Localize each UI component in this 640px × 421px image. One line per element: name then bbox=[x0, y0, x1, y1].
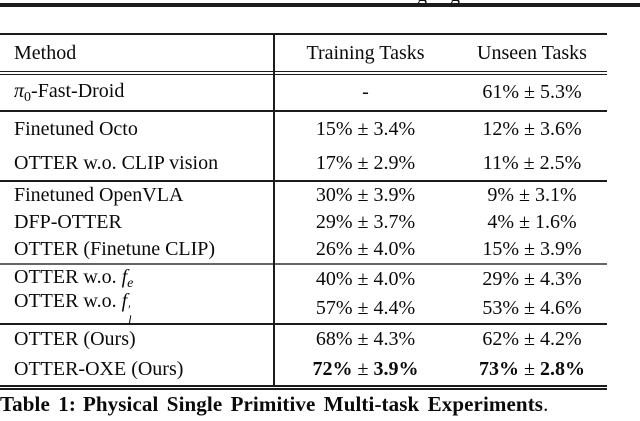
method-text-segment: OTTER w.o. CLIP vision bbox=[14, 151, 219, 174]
method-text-segment: Finetuned OpenVLA bbox=[14, 184, 184, 206]
unseen-tasks-value: 73% ± 2.8% bbox=[457, 358, 607, 381]
results-table: Method Training Tasks Unseen Tasks π0-Fa… bbox=[0, 33, 607, 390]
unseen-tasks-value: 11% ± 2.5% bbox=[482, 151, 582, 174]
method-text-segment: OTTER w.o. bbox=[14, 266, 122, 289]
method-text-segment: DFP-OTTER bbox=[14, 211, 122, 233]
vertical-column-divider bbox=[273, 35, 275, 385]
table-row: OTTER-OXE (Ours) 72% ± 3.9% 73% ± 2.8% bbox=[0, 355, 607, 385]
value-number: 2.8% bbox=[539, 358, 585, 380]
unseen-tasks-value: 62% ± 4.2% bbox=[482, 328, 582, 350]
method-cell: OTTER w.o. fe bbox=[0, 266, 274, 292]
table-body: π0-Fast-Droid - 61% ± 5.3% Finetuned Octo 15… bbox=[0, 75, 607, 385]
table-row: OTTER (Finetune CLIP) 26% ± 4.0% 15% ± 3.9… bbox=[0, 236, 607, 263]
method-cell: DFP-OTTER bbox=[0, 211, 274, 234]
column-header-unseen-tasks: Unseen Tasks bbox=[477, 41, 587, 64]
descender-glyphs: g g bbox=[417, 0, 460, 3]
training-tasks-value: - bbox=[362, 81, 369, 103]
plus-minus: ± bbox=[519, 358, 540, 380]
training-tasks-value: 30% ± 3.9% bbox=[315, 184, 416, 206]
caption-label: Table 1: bbox=[0, 392, 76, 416]
table-row: OTTER w.o. fe 40% ± 4.0% 29% ± 4.3% bbox=[0, 265, 607, 294]
training-tasks-value: 26% ± 4.0% bbox=[315, 238, 416, 260]
method-text-segment: π bbox=[14, 79, 25, 102]
method-text-segment: -Fast-Droid bbox=[31, 79, 125, 102]
plus-minus: ± bbox=[352, 358, 374, 380]
table-row: DFP-OTTER 29% ± 3.7% 4% ± 1.6% bbox=[0, 209, 607, 236]
group-separator-rule bbox=[0, 263, 607, 265]
value-number: 72% bbox=[312, 358, 353, 380]
method-cell: Finetuned OpenVLA bbox=[0, 184, 274, 207]
table-top-rule bbox=[0, 33, 607, 35]
caption-text: Physical Single Primitive Multi-task Exp… bbox=[82, 392, 544, 416]
page-top-rule bbox=[0, 3, 640, 7]
method-text-segment: OTTER-OXE (Ours) bbox=[14, 358, 184, 380]
table-row: OTTER (Ours) 68% ± 4.3% 62% ± 4.2% bbox=[0, 325, 607, 355]
method-text-segment: OTTER (Finetune CLIP) bbox=[14, 238, 216, 260]
header-separator-rule bbox=[0, 71, 607, 75]
training-tasks-value: 29% ± 3.7% bbox=[315, 211, 416, 233]
training-tasks-value: 72% ± 3.9% bbox=[274, 358, 457, 381]
method-text-segment: OTTER w.o. bbox=[14, 290, 122, 313]
method-text-segment: OTTER (Ours) bbox=[14, 328, 136, 350]
table-bottom-rule bbox=[0, 384, 607, 390]
training-tasks-value: 40% ± 4.0% bbox=[315, 267, 416, 290]
unseen-tasks-value: 15% ± 3.9% bbox=[482, 238, 582, 260]
value-number: 3.9% bbox=[373, 358, 419, 380]
method-text-segment: 0 bbox=[24, 89, 32, 105]
method-cell: OTTER w.o. CLIP vision bbox=[0, 152, 274, 175]
unseen-tasks-value: 61% ± 5.3% bbox=[482, 81, 582, 103]
table-row: Finetuned OpenVLA 30% ± 3.9% 9% ± 3.1% bbox=[0, 182, 607, 209]
caption-period: . bbox=[543, 392, 549, 416]
method-text-segment: e bbox=[127, 275, 134, 291]
subscript: l bbox=[128, 312, 132, 327]
training-tasks-value: 17% ± 2.9% bbox=[315, 151, 416, 174]
unseen-tasks-value: 4% ± 1.6% bbox=[487, 211, 577, 233]
training-tasks-value: 15% ± 3.4% bbox=[315, 117, 416, 140]
training-tasks-value: 68% ± 4.3% bbox=[315, 328, 416, 350]
table-header-row: Method Training Tasks Unseen Tasks bbox=[0, 35, 607, 71]
group-separator-rule bbox=[0, 110, 607, 112]
value-number: 73% bbox=[479, 358, 519, 380]
method-text-segment: f bbox=[121, 266, 128, 289]
table-caption: Table 1: Physical Single Primitive Multi-… bbox=[0, 392, 640, 417]
unseen-tasks-value: 9% ± 3.1% bbox=[487, 184, 577, 206]
method-cell: OTTER (Finetune CLIP) bbox=[0, 238, 274, 261]
method-cell: OTTER-OXE (Ours) bbox=[0, 358, 274, 381]
column-header-training-tasks: Training Tasks bbox=[306, 41, 425, 64]
column-header-method: Method bbox=[14, 41, 77, 64]
method-text-segment: f bbox=[121, 290, 128, 313]
table-row: OTTER w.o. f ′ l 57% ± 4.4% 53% ± 4.6% bbox=[0, 290, 607, 325]
method-cell: π0-Fast-Droid bbox=[0, 80, 274, 106]
unseen-tasks-value: 29% ± 4.3% bbox=[482, 267, 582, 290]
table-row: π0-Fast-Droid - 61% ± 5.3% bbox=[0, 75, 607, 110]
unseen-tasks-value: 12% ± 3.6% bbox=[482, 117, 582, 140]
table-row: OTTER w.o. CLIP vision 17% ± 2.9% 11% ± 2.… bbox=[0, 146, 607, 180]
method-text-segment: Finetuned Octo bbox=[14, 117, 138, 140]
prime-mark: ′ bbox=[128, 302, 131, 317]
subscript-superscript-stack: ′ l bbox=[128, 302, 132, 327]
method-cell: OTTER (Ours) bbox=[0, 328, 274, 351]
cropped-text-descenders: g g bbox=[0, 0, 640, 3]
training-tasks-value: 57% ± 4.4% bbox=[315, 296, 416, 319]
table-row: Finetuned Octo 15% ± 3.4% 12% ± 3.6% bbox=[0, 112, 607, 146]
group-separator-rule bbox=[0, 180, 607, 182]
method-cell: OTTER w.o. f ′ l bbox=[0, 290, 274, 325]
method-cell: Finetuned Octo bbox=[0, 118, 274, 141]
group-separator-rule bbox=[0, 322, 607, 325]
unseen-tasks-value: 53% ± 4.6% bbox=[482, 296, 582, 319]
